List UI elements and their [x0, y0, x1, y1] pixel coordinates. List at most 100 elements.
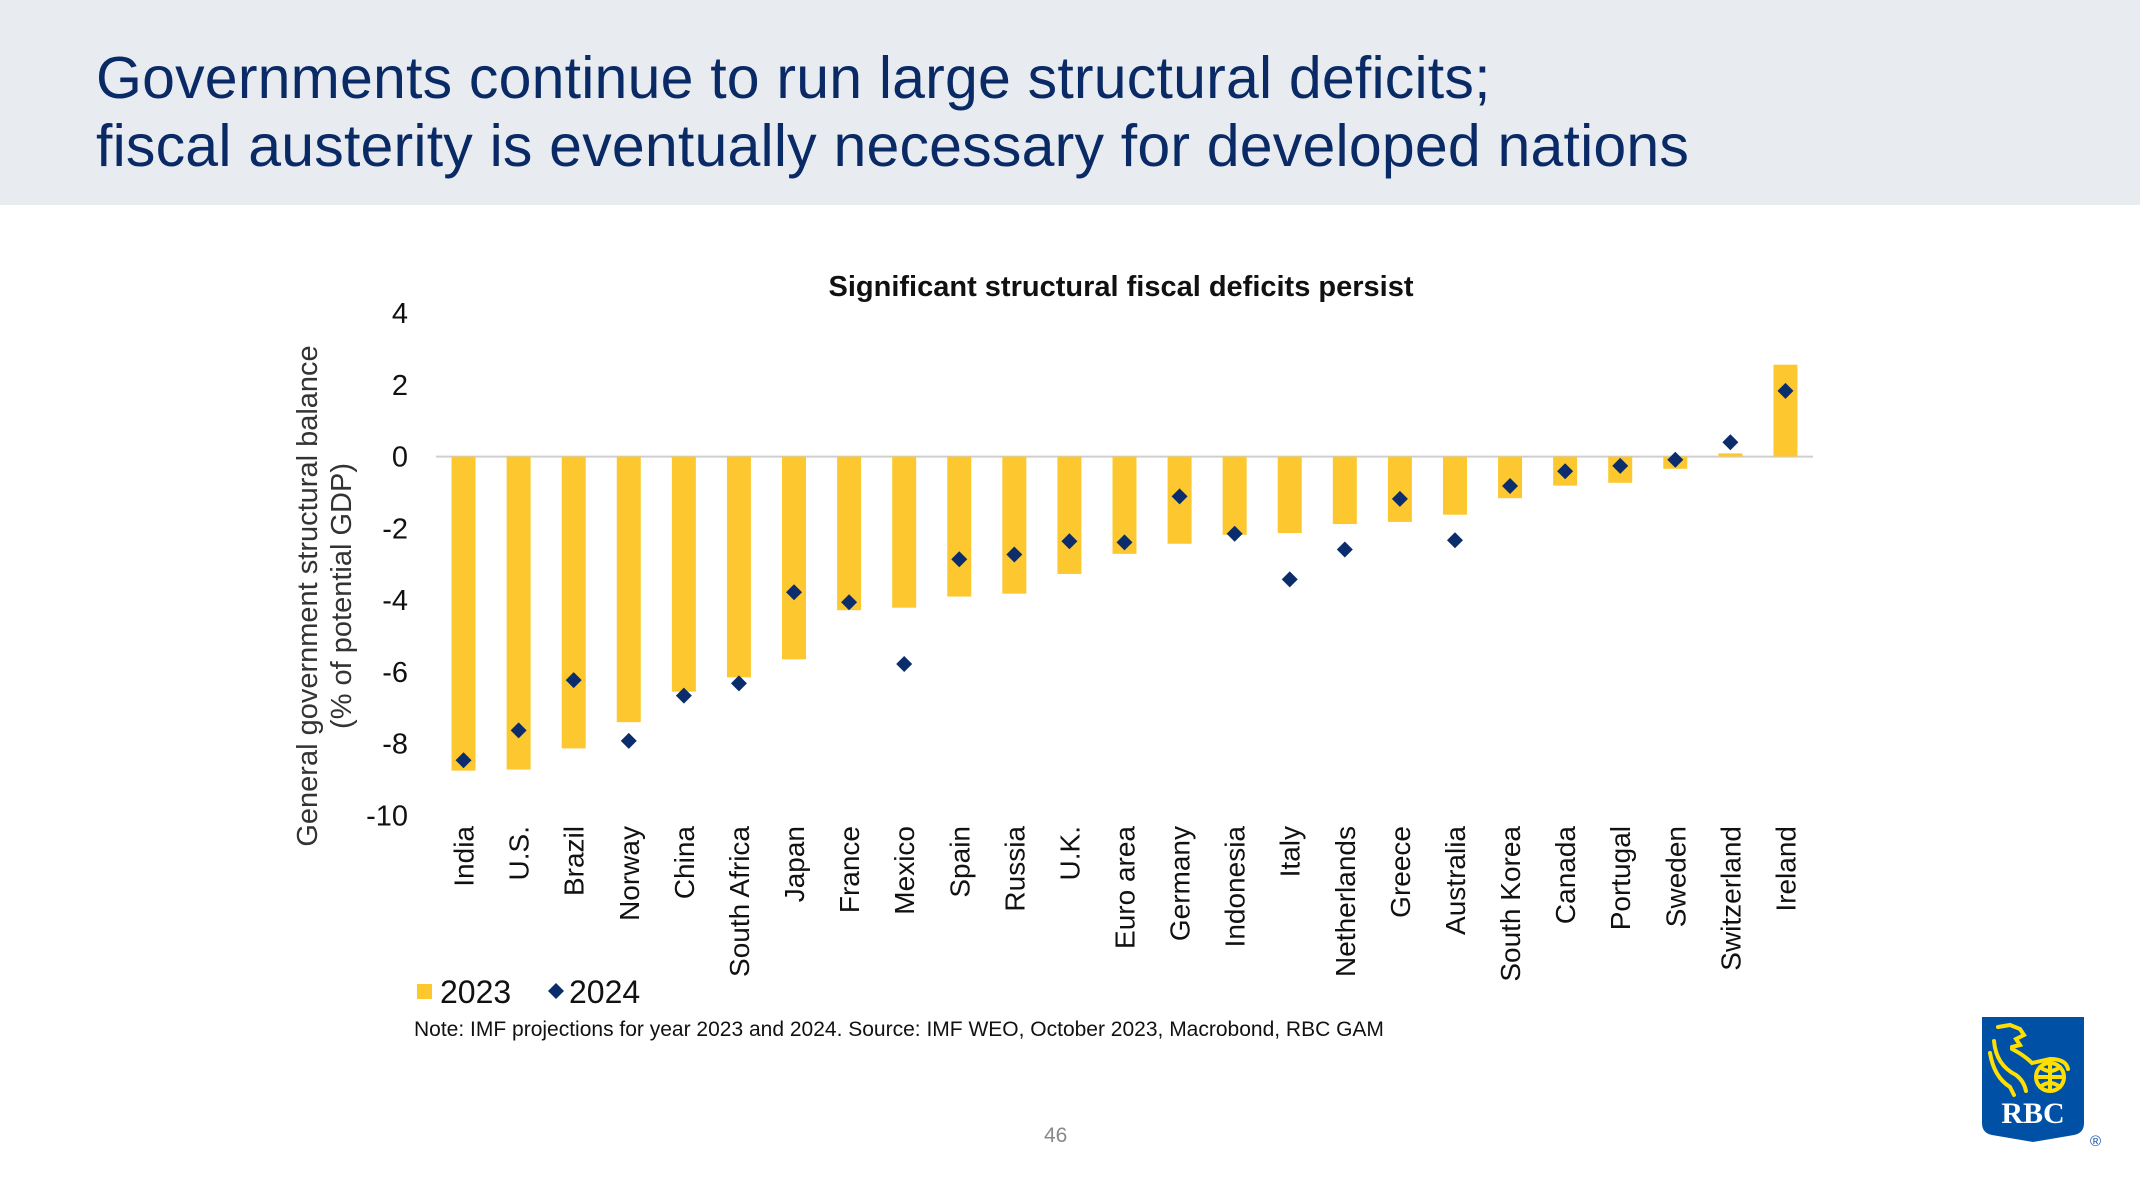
x-tick-label: India: [449, 826, 480, 887]
marker-2024-norway: [620, 732, 637, 749]
bar-2023-spain: [947, 456, 972, 597]
logo-text: RBC: [2001, 1097, 2064, 1130]
markers-2024: [455, 382, 1794, 769]
marker-2024-south-africa: [730, 675, 747, 692]
legend-label-2023: 2023: [440, 974, 511, 1010]
x-tick-label: Sweden: [1660, 826, 1691, 927]
x-axis-labels: India U.S. Brazil Norway China South Africa Ja…: [449, 826, 1802, 982]
marker-2024-euro-area: [1116, 534, 1133, 551]
marker-2024-u-k-: [1061, 533, 1078, 550]
marker-2024-mexico: [896, 656, 913, 673]
logo-shield: [1982, 1017, 2084, 1142]
x-tick-label: Portugal: [1605, 826, 1636, 930]
bar-2023-u-k-: [1057, 456, 1082, 574]
x-tick-label: China: [669, 826, 700, 900]
x-tick-label: Mexico: [889, 826, 920, 915]
marker-2024-netherlands: [1336, 541, 1353, 558]
bar-2023-u-s-: [506, 456, 531, 770]
bar-2023-norway: [616, 456, 641, 723]
marker-2024-u-s-: [510, 722, 527, 739]
y-tick-label: 0: [392, 442, 408, 474]
bar-2023-china: [671, 456, 696, 692]
x-tick-label: Italy: [1275, 826, 1306, 877]
marker-2024-indonesia: [1226, 525, 1243, 542]
bar-2023-brazil: [561, 456, 586, 749]
x-tick-label: Brazil: [559, 826, 590, 896]
y-axis-ticks: 4 2 0 -2 -4 -6 -8 -10: [366, 298, 408, 833]
bar-2023-greece: [1387, 456, 1412, 522]
y-axis-title: General government structural balance (%…: [292, 345, 358, 846]
bar-2023-ireland: [1773, 364, 1798, 457]
x-tick-label: Germany: [1165, 826, 1196, 941]
chart-title: Significant structural fiscal deficits p…: [829, 271, 1414, 303]
x-tick-label: Russia: [999, 826, 1030, 912]
x-tick-label: U.K.: [1054, 826, 1085, 880]
y-tick-label: 4: [392, 298, 408, 330]
bar-2023-japan: [782, 456, 807, 660]
bar-2023-switzerland: [1718, 453, 1743, 457]
bar-2023-india: [451, 456, 476, 771]
legend: 2023 2024: [417, 974, 640, 1010]
bar-2023-france: [837, 456, 862, 611]
x-tick-label: Norway: [614, 826, 645, 921]
x-tick-label: Spain: [944, 826, 975, 898]
marker-2024-south-korea: [1502, 478, 1519, 495]
bars-2023: [451, 364, 1798, 771]
x-tick-label: South Africa: [724, 826, 755, 977]
marker-2024-greece: [1391, 490, 1408, 507]
registered-mark: ®: [2090, 1133, 2102, 1150]
legend-diamond-2024: [548, 983, 564, 999]
marker-2024-china: [675, 687, 692, 704]
x-tick-label: Canada: [1550, 826, 1581, 925]
bar-2023-south-africa: [726, 456, 751, 678]
y-tick-label: -6: [382, 657, 408, 689]
x-tick-label: Indonesia: [1220, 826, 1251, 948]
marker-2024-japan: [786, 584, 803, 601]
legend-label-2024: 2024: [569, 974, 640, 1010]
slide-title-line1: Governments continue to run large struct…: [96, 45, 1491, 111]
bar-2023-italy: [1277, 456, 1302, 534]
y-axis-title-line1: General government structural balance: [292, 345, 324, 846]
marker-2024-india: [455, 752, 472, 769]
slide-title: Governments continue to run large struct…: [96, 44, 1689, 180]
header-band: Governments continue to run large struct…: [0, 0, 2140, 205]
x-tick-label: Australia: [1440, 826, 1471, 935]
bar-2023-netherlands: [1332, 456, 1357, 525]
marker-2024-australia: [1446, 532, 1463, 549]
y-tick-label: 2: [392, 370, 408, 402]
x-tick-label: France: [834, 826, 865, 913]
y-tick-label: -2: [382, 513, 408, 545]
marker-2024-brazil: [565, 672, 582, 689]
x-tick-label: Greece: [1385, 826, 1416, 918]
source-note: Note: IMF projections for year 2023 and …: [414, 1018, 1384, 1041]
x-tick-label: U.S.: [504, 826, 535, 880]
y-axis-title-line2: (% of potential GDP): [326, 463, 358, 729]
y-tick-label: -8: [382, 729, 408, 761]
bar-2023-australia: [1442, 456, 1467, 515]
marker-2024-france: [841, 594, 858, 611]
x-tick-label: Switzerland: [1715, 826, 1746, 971]
x-tick-label: Ireland: [1770, 826, 1801, 912]
marker-2024-portugal: [1612, 457, 1629, 474]
y-tick-label: -10: [366, 801, 408, 833]
x-tick-label: South Korea: [1495, 826, 1526, 982]
marker-2024-spain: [951, 551, 968, 568]
x-tick-label: Euro area: [1110, 826, 1141, 949]
marker-2024-germany: [1171, 488, 1188, 505]
bar-2023-mexico: [892, 456, 917, 608]
marker-2024-sweden: [1667, 451, 1684, 468]
rbc-logo: RBC: [1982, 1017, 2084, 1142]
bar-2023-russia: [1002, 456, 1027, 594]
page-number: 46: [1044, 1124, 1068, 1147]
marker-2024-russia: [1006, 546, 1023, 563]
y-tick-label: -4: [382, 585, 408, 617]
marker-2024-canada: [1557, 463, 1574, 480]
marker-2024-ireland: [1777, 382, 1794, 399]
logo-lion-icon: [1988, 1022, 2070, 1097]
bar-2023-indonesia: [1222, 456, 1247, 535]
legend-swatch-2023: [417, 984, 432, 999]
x-tick-label: Japan: [779, 826, 810, 902]
slide-title-line2: fiscal austerity is eventually necessary…: [96, 113, 1690, 179]
x-tick-label: Netherlands: [1330, 826, 1361, 977]
